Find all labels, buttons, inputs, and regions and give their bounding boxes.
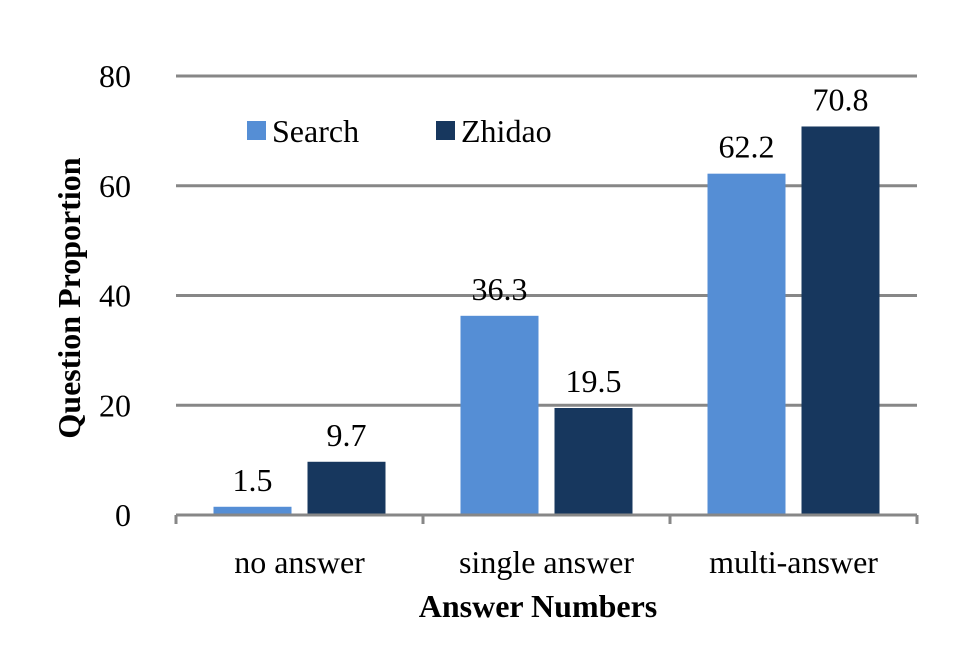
y-tick-label: 40 bbox=[99, 278, 131, 314]
legend-swatch bbox=[436, 121, 455, 140]
legend-label: Search bbox=[272, 113, 359, 149]
data-label: 19.5 bbox=[566, 363, 622, 399]
bar bbox=[460, 315, 539, 515]
data-label: 70.8 bbox=[813, 81, 869, 117]
y-tick-label: 80 bbox=[99, 58, 131, 94]
y-axis-tick-labels: 0 20 40 60 80 bbox=[99, 58, 131, 533]
legend-swatch bbox=[247, 121, 266, 140]
gridlines bbox=[176, 74, 917, 407]
legend-label: Zhidao bbox=[461, 113, 552, 149]
data-labels: 1.5 9.7 36.3 19.5 62.2 70.8 bbox=[233, 81, 869, 497]
x-axis-category-labels: no answer single answer multi-answer bbox=[234, 544, 878, 580]
x-tick-label: single answer bbox=[459, 544, 634, 580]
y-tick-label: 20 bbox=[99, 387, 131, 423]
bar bbox=[307, 461, 386, 515]
bar bbox=[554, 407, 633, 515]
data-label: 9.7 bbox=[327, 417, 367, 453]
x-axis bbox=[174, 513, 919, 524]
data-label: 62.2 bbox=[719, 129, 775, 165]
x-axis-title: Answer Numbers bbox=[419, 588, 658, 624]
bar bbox=[801, 126, 880, 516]
legend: Search Zhidao bbox=[247, 113, 552, 149]
bar bbox=[707, 173, 786, 516]
y-tick-label: 0 bbox=[115, 497, 131, 533]
y-axis-title: Question Proportion bbox=[51, 157, 87, 438]
data-label: 36.3 bbox=[472, 271, 528, 307]
bar bbox=[213, 506, 292, 515]
y-tick-label: 60 bbox=[99, 168, 131, 204]
data-label: 1.5 bbox=[233, 462, 273, 498]
bars bbox=[213, 126, 880, 516]
x-tick-label: multi-answer bbox=[709, 544, 878, 580]
x-tick-label: no answer bbox=[234, 544, 365, 580]
